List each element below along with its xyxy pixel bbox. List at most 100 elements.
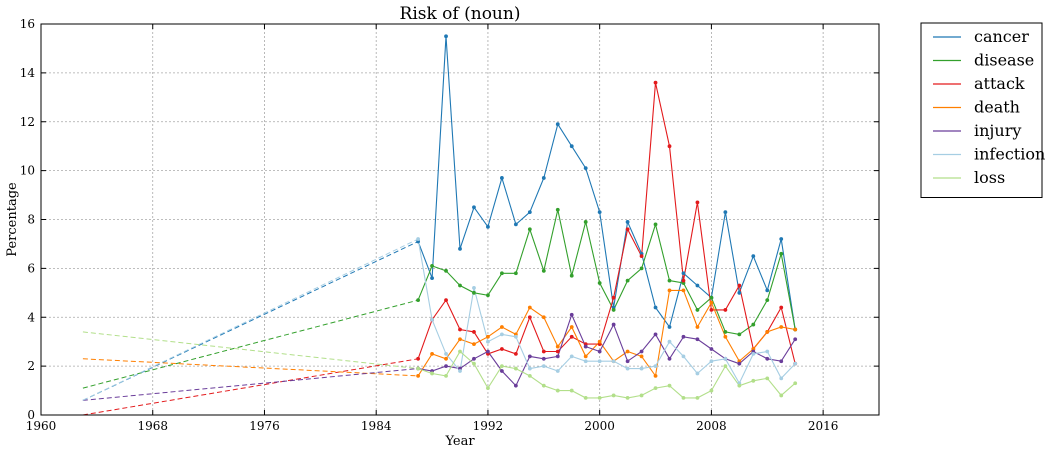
series-infection-point [611,359,616,364]
series-infection-point [695,371,700,376]
series-infection-point [765,349,770,354]
y-tick-label: 14 [20,66,36,80]
series-attack-point [444,298,448,303]
series-attack-point [695,200,700,205]
series-death-point [486,334,490,339]
legend-label-death: death [974,98,1020,117]
series-injury-point [583,344,588,349]
x-tick-label: 2000 [584,419,615,433]
x-tick-label: 2016 [808,419,839,433]
series-injury-point [667,356,672,361]
series-cancer-point [486,224,490,229]
series-death-point [779,325,784,329]
series-loss-point [779,393,784,398]
series-infection-point [597,359,602,364]
series-cancer-point [779,237,784,241]
series-cancer-point [737,290,742,295]
series-disease-point [444,268,448,273]
series-injury-point [555,354,560,359]
series-loss-point [444,374,448,378]
series-infection-point [709,359,714,364]
legend: cancer disease attack death injury infection l… [920,22,1045,198]
series-death-point [569,325,574,329]
series-disease-point [751,322,756,327]
series-attack-line [417,82,796,364]
series-attack-point [555,349,560,354]
series-injury-point [681,334,686,339]
series-disease-point [472,290,476,295]
series-injury-point [737,361,742,366]
series-attack-point [472,330,476,334]
series-injury-point [444,364,448,369]
series-loss-point [513,366,518,371]
series-infection-point [653,364,658,369]
series-infection-point [458,369,462,373]
series-loss-point [751,378,756,383]
series-death-point [695,325,700,329]
legend-label-disease: disease [974,51,1034,70]
series-death-point [555,344,560,349]
series-death-point [597,339,602,344]
series-lines [82,36,796,416]
y-axis-label: Percentage [5,182,20,257]
series-cancer-point [653,305,658,310]
series-cancer-extrapolation [82,241,419,401]
series-loss-point [527,374,532,378]
series-attack-point [653,80,658,85]
series-infection-point [723,356,728,361]
series-disease-point [639,266,644,271]
series-cancer-point [430,276,434,281]
series-disease-point [416,298,420,303]
series-loss-point [416,366,420,371]
series-injury-point [527,354,532,359]
legend-label-infection: infection [974,145,1045,164]
series-infection-point [527,366,532,371]
series-injury-point [639,349,644,354]
series-infection-point [681,354,686,359]
series-disease-point [500,271,504,276]
x-tick-label: 1968 [137,419,168,433]
series-infection-extrapolation [82,238,419,401]
series-infection-point [569,354,574,359]
series-disease-extrapolation [82,299,419,389]
series-injury-point [765,356,770,361]
y-tick-label: 6 [27,261,35,275]
series-cancer-point [500,176,504,180]
series-injury-point [541,356,546,361]
series-loss-point [639,393,644,398]
series-loss-point [611,393,616,398]
legend-label-loss: loss [974,168,1005,187]
series-loss-point [625,395,630,400]
series-infection-line [417,238,796,385]
series-attack-point [513,352,518,356]
series-death-line [417,289,796,378]
series-disease-point [737,332,742,337]
series-disease-point [723,330,728,334]
series-loss-point [793,381,798,386]
series-disease-point [569,273,574,278]
series-attack-point [458,327,462,332]
series-loss-point [709,388,714,393]
series-disease-point [541,268,546,273]
series-infection-point [472,286,476,290]
y-tick-label: 16 [20,17,35,31]
series-attack-point [667,144,672,149]
x-tick-label: 1992 [473,419,504,433]
series-infection-point [667,339,672,344]
series-disease-point [611,308,616,312]
y-tick-label: 10 [20,164,35,178]
series-attack-point [681,278,686,283]
series-cancer-point [541,176,546,180]
series-loss-point [681,395,686,400]
series-disease-point [709,295,714,300]
series-infection-point [751,352,756,356]
series-cancer-line [417,36,796,330]
series-disease-point [458,283,462,288]
series-attack-point [779,305,784,310]
series-death-point [430,352,434,356]
series-attack-point [639,254,644,259]
series-disease-point [667,278,672,283]
series-death-point [416,374,420,378]
series-attack-point [625,227,630,232]
